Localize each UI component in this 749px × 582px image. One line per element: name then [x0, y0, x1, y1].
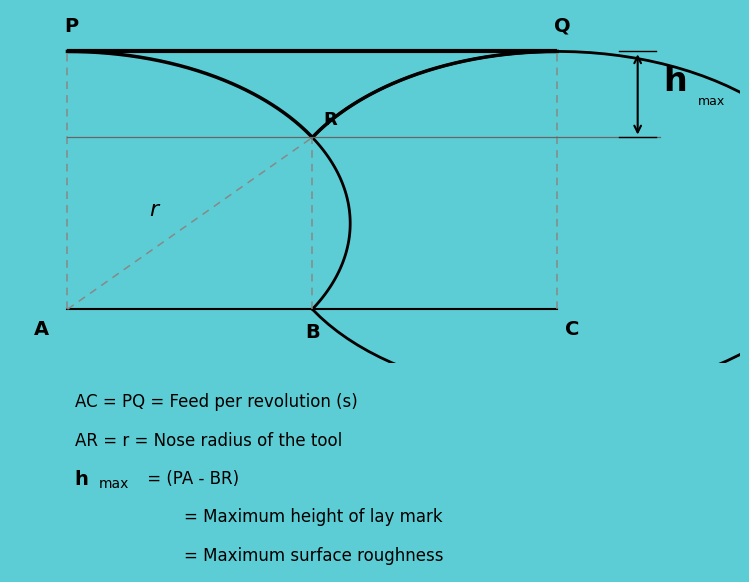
Text: C: C: [565, 320, 579, 339]
Text: P: P: [64, 17, 78, 36]
Text: = Maximum surface roughness: = Maximum surface roughness: [142, 546, 443, 565]
Text: AC = PQ = Feed per revolution (s): AC = PQ = Feed per revolution (s): [75, 393, 357, 411]
Text: AR = r = Nose radius of the tool: AR = r = Nose radius of the tool: [75, 432, 342, 450]
Text: A: A: [34, 320, 49, 339]
Text: = (PA - BR): = (PA - BR): [142, 470, 239, 488]
Text: h: h: [75, 470, 88, 489]
Text: max: max: [697, 95, 725, 108]
Text: R: R: [324, 111, 337, 129]
Text: r: r: [149, 200, 158, 220]
Text: B: B: [305, 322, 320, 342]
Text: Q: Q: [554, 17, 570, 36]
Text: max: max: [99, 477, 130, 491]
Text: = Maximum height of lay mark: = Maximum height of lay mark: [142, 508, 443, 526]
Text: h: h: [664, 65, 687, 98]
